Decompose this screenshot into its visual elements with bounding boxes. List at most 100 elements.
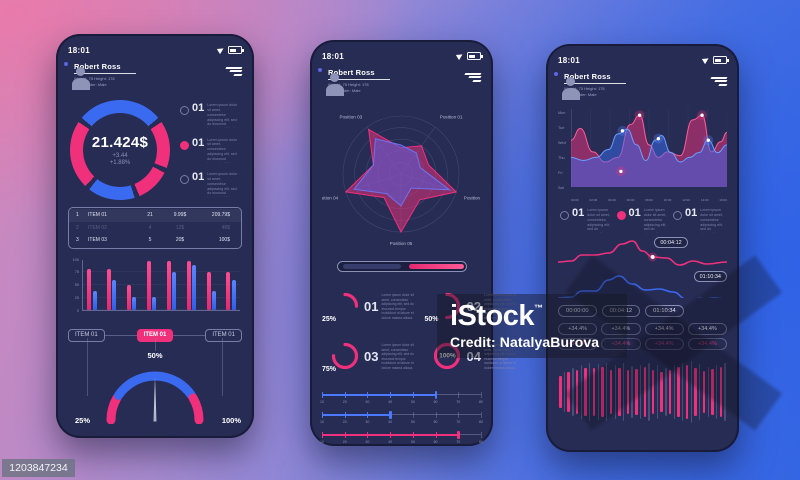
slider-tick: [322, 431, 323, 438]
ring-text: Lorem ipsum dolor sit amet, consectetur …: [483, 343, 517, 369]
slider[interactable]: 10 20 30 40 50 60 70 80: [320, 428, 483, 448]
table-row[interactable]: 2 ITEM 02 4 12$ 48$: [69, 222, 241, 235]
slider-tick-label: 70: [456, 440, 461, 444]
slider[interactable]: 10 20 30 40 50 60 70 80: [320, 388, 483, 408]
bar-group: [106, 268, 117, 310]
list-item-number: 01: [628, 207, 641, 219]
list-item[interactable]: 01 Lorem ipsum dolor sit amet, consectetu…: [180, 172, 242, 197]
slider-tick: [390, 391, 392, 398]
slider-thumb[interactable]: [389, 410, 392, 419]
wave-x-label: 14:00: [700, 198, 709, 202]
glow-dot: [700, 113, 704, 117]
hamburger-menu-icon[interactable]: [225, 65, 243, 76]
donut-delta1: +3.44: [112, 152, 128, 159]
list-item[interactable]: 01 Lorem ipsum dolor sit amet, consectetu…: [180, 103, 242, 128]
waveform-bar-gray: [639, 364, 642, 420]
hamburger-menu-icon[interactable]: [464, 71, 482, 82]
table-row[interactable]: 3 ITEM 03 5 20$ 100$: [69, 234, 241, 247]
radar-axis-label: Position 05: [390, 241, 413, 246]
radio-icon[interactable]: [673, 211, 682, 220]
avatar-status-dot: [317, 67, 323, 73]
gauge-max-label: 100%: [221, 415, 241, 425]
wave-line: [571, 128, 727, 163]
radio-icon[interactable]: [180, 106, 189, 115]
waveform-bar-gray: [665, 367, 667, 417]
radio-selected-icon[interactable]: [616, 211, 626, 220]
slider-tick: [435, 411, 437, 418]
progress-track-segment: [342, 264, 401, 269]
glow-dot: [656, 136, 661, 141]
glow-dot: [706, 138, 710, 142]
list-item[interactable]: 01 Lorem ipsum dolor sit amet, consectetu…: [673, 208, 725, 233]
profile-stats-line2: Your gender: Male: [328, 88, 361, 94]
gauge-needle: [153, 377, 157, 422]
watermark-asset-id: 1203847234: [2, 459, 75, 477]
gauge-arc-segment: [114, 371, 196, 400]
radio-icon[interactable]: [180, 175, 189, 184]
gauge-guide-left: [87, 337, 89, 396]
tab-item-active[interactable]: ITEM 01: [136, 328, 174, 342]
time-badges-row: 00:00:00 00:04:12 01:10:34: [558, 305, 727, 317]
radio-icon[interactable]: [560, 211, 569, 220]
radar-axis-label: Position 02: [464, 195, 481, 200]
wave-y-axis: Mon Tue Wed Thu Fri Sat: [558, 111, 569, 190]
bar-group: [87, 268, 97, 310]
watermark-brand: iStock™: [450, 300, 543, 332]
status-bar: 18:01: [68, 44, 244, 56]
hamburger-menu-icon[interactable]: [710, 75, 728, 86]
list-item-number: 01: [572, 207, 585, 219]
glow-dot: [619, 169, 623, 174]
slider-tick: [390, 431, 392, 438]
waveform-bar-gray: [572, 367, 574, 417]
bar-pink: [206, 272, 211, 310]
glow-dot: [650, 255, 655, 259]
wave-x-axis: 00:00 02:00 04:00 06:00 08:00 10:00 12:00 14:00…: [571, 198, 727, 202]
list-item[interactable]: 01 Lorem ipsum dolor sit amet, consectetu…: [616, 207, 669, 233]
phone-mockup-2: 18:01 Robert Ross Weight: 75 Height: 178…: [310, 40, 516, 448]
ring-arc-circle: [331, 342, 359, 370]
tab-item[interactable]: ITEM 01: [68, 328, 105, 342]
wave-x-label: 00:00: [571, 198, 579, 202]
list-item[interactable]: 01 Lorem ipsum dolor sit amet, consectetu…: [560, 208, 612, 233]
waveform-bar-gray: [606, 362, 608, 422]
gauge-top-label: 50%: [147, 350, 163, 360]
list-item-text: Lorem ipsum dolor sit amet, consectetur …: [207, 137, 238, 163]
slider-tick: [367, 391, 369, 398]
list-item[interactable]: 01 Lorem ipsum dolor sit amet, consectetu…: [180, 137, 242, 163]
slider-tick-label: 80: [479, 440, 483, 444]
progress-ring-item[interactable]: 100% 04 Lorem ipsum dolor sit amet, consec…: [424, 335, 516, 377]
waveform-bar-gray: [699, 364, 701, 420]
progress-ring-item[interactable]: 75% 03 Lorem ipsum dolor sit amet, consect…: [322, 335, 414, 377]
tab-item[interactable]: ITEM 01: [205, 328, 242, 342]
table-row[interactable]: 1 ITEM 01 21 9.99$ 209.79$: [69, 209, 241, 222]
donut-delta2: +1.88%: [109, 160, 131, 166]
radar-chart: Position 01 Position 02 Position 05 Positio…: [315, 102, 486, 250]
waveform-bar-gray: [589, 363, 591, 421]
bar-chart-y-axis: 100 75 50 25 0: [68, 258, 79, 313]
slider[interactable]: 10 20 30 40 50 60 70 80: [320, 408, 483, 428]
status-time: 18:01: [558, 55, 580, 65]
location-arrow-icon: [216, 45, 226, 55]
donut-value: 21.424$: [91, 134, 149, 151]
ring-arc: [331, 292, 359, 320]
waveform-bar-pink: [651, 369, 655, 415]
percent-badge: +34.4%: [644, 323, 684, 335]
progress-ring-item[interactable]: 50% 02 Lorem ipsum dolor sit amet, consect…: [424, 285, 516, 327]
radio-selected-icon[interactable]: [180, 140, 189, 150]
gauge-arc-segment: [106, 393, 122, 424]
profile-stats-line1: Weight: 75 Height: 178: [564, 86, 605, 91]
slider-tick: [344, 431, 346, 438]
ring-percent-label: 25%: [322, 316, 337, 323]
percent-badges: +34.4% +34.4% +34.4% +34.4% +34.4% +34.4% +34.…: [558, 323, 727, 350]
wave-y-label: Wed: [558, 141, 566, 145]
slider-tick: [458, 391, 460, 398]
slider-thumb[interactable]: [457, 430, 460, 439]
profile-name: Robert Ross: [328, 68, 375, 77]
line-path: [558, 240, 727, 266]
progress-ring-item[interactable]: 25% 01 Lorem ipsum dolor sit amet, consect…: [322, 285, 414, 327]
waveform-bar-pink: [711, 368, 714, 416]
bar-chart-bars: [87, 260, 236, 310]
percent-badge: +34.4%: [687, 338, 727, 350]
slider-thumb[interactable]: [434, 390, 438, 399]
slider-track[interactable]: [322, 414, 481, 415]
